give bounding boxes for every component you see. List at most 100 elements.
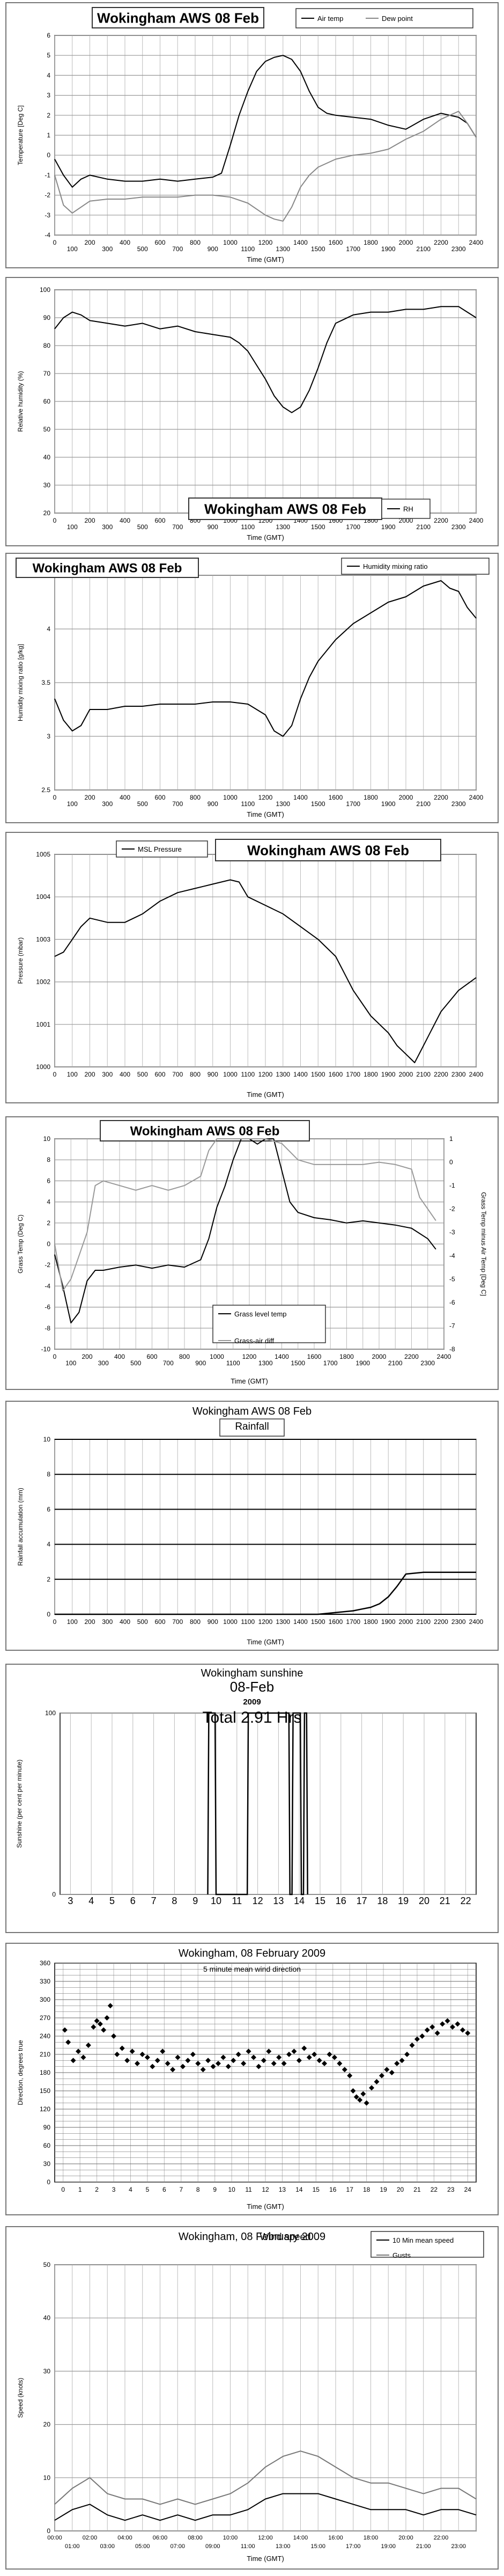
data-point — [419, 2033, 425, 2039]
chart-svg: 0100200300400500600700800900100011001200… — [16, 558, 490, 818]
x-tick-label: 2300 — [451, 1071, 466, 1078]
x-tick-label: 800 — [179, 1353, 190, 1360]
x-tick-label: 200 — [84, 517, 95, 524]
data-point — [170, 2067, 176, 2073]
data-point — [281, 2061, 287, 2066]
chart-title-box — [100, 1120, 310, 1141]
data-point — [97, 2021, 103, 2027]
data-point — [360, 2091, 366, 2097]
series-line — [54, 306, 477, 413]
data-point — [379, 2073, 384, 2079]
x-tick-label: 2200 — [434, 517, 448, 524]
x-tick-label: 24 — [464, 2186, 472, 2193]
x-tick-label: 19 — [380, 2186, 387, 2193]
x-tick-label: 3 — [112, 2186, 116, 2193]
y-tick-label: -10 — [41, 1345, 51, 1353]
x-tick-label: 2100 — [388, 1359, 403, 1367]
x-tick-label: 1500 — [311, 800, 325, 808]
x-tick-label: 0 — [53, 794, 57, 801]
x-tick-label: 2100 — [416, 1618, 431, 1626]
y-tick-label: 150 — [40, 2087, 50, 2095]
data-point — [301, 2045, 307, 2051]
data-point — [291, 2048, 297, 2054]
x-tick-label: 1400 — [275, 1353, 289, 1360]
x-tick-label: 1000 — [223, 239, 238, 246]
x-tick-label: 1200 — [258, 1618, 273, 1626]
x-tick-label: 01:00 — [65, 2543, 80, 2550]
chart-svg: 0100200300400500600700800900100011001200… — [17, 7, 484, 264]
y2-tick-label: 0 — [449, 1159, 453, 1166]
x-tick-label: 100 — [67, 245, 78, 253]
x-axis-title: Time (GMT) — [247, 1638, 284, 1646]
data-point — [414, 2036, 420, 2042]
x-tick-label: 16:00 — [328, 2535, 343, 2541]
y-axis-title: Direction, degrees true — [17, 2040, 24, 2105]
series-line — [54, 111, 477, 222]
legend-label: Gusts — [392, 2251, 411, 2259]
x-tick-label: 9 — [192, 1896, 198, 1906]
chart-svg: 0100200300400500600700800900100011001200… — [17, 1120, 487, 1385]
x-tick-label: 900 — [207, 1071, 218, 1078]
chart-panel-air-temp: 0 100 200 300 400 500 600 700 800 900 1000 1100 1200… — [5, 2, 499, 268]
x-tick-label: 8 — [196, 2186, 200, 2193]
data-point — [424, 2027, 430, 2033]
y-tick-label: 90 — [43, 314, 51, 321]
x-tick-label: 300 — [102, 523, 113, 531]
y-tick-label: 3.5 — [41, 679, 50, 686]
x-tick-label: 1500 — [311, 1618, 325, 1626]
x-tick-label: 11 — [232, 1896, 242, 1906]
x-tick-label: 0 — [53, 517, 57, 524]
y-tick-label: 30 — [43, 2367, 51, 2375]
y-tick-label: 70 — [43, 370, 51, 377]
y-tick-label: 210 — [40, 2051, 50, 2058]
x-tick-label: 1900 — [381, 245, 396, 253]
x-tick-label: 1100 — [241, 245, 255, 253]
x-tick-label: 2100 — [416, 1071, 431, 1078]
x-tick-label: 2400 — [469, 1071, 484, 1078]
y-tick-label: 2 — [47, 112, 50, 119]
data-point — [350, 2088, 356, 2094]
x-tick-label: 1100 — [226, 1359, 240, 1367]
data-point — [261, 2058, 266, 2063]
x-tick-label: 6 — [162, 2186, 166, 2193]
x-tick-label: 11:00 — [241, 2543, 255, 2550]
x-tick-label: 6 — [130, 1896, 136, 1906]
x-tick-label: 1900 — [381, 1618, 396, 1626]
x-tick-label: 1700 — [323, 1359, 338, 1367]
data-point — [144, 2054, 150, 2060]
subtitle-box — [219, 1418, 285, 1437]
x-tick-label: 21:00 — [416, 2543, 431, 2550]
x-tick-label: 500 — [137, 800, 148, 808]
y-tick-label: -1 — [45, 171, 50, 179]
chart-panel-wind-speed: 00:00 01:00 02:00 03:00 04:00 05:00 06:00 07:00… — [5, 2226, 499, 2570]
chart-panel-rh: 0 100 200 300 400 500 600 700 800 900 1000 1100 1200… — [5, 277, 499, 546]
x-tick-label: 700 — [172, 1618, 183, 1626]
x-tick-label: 600 — [154, 517, 165, 524]
chart-svg: 0100200300400500600700800900100011001200… — [17, 286, 484, 541]
chart-title-box — [92, 7, 264, 28]
data-point — [111, 2033, 117, 2039]
data-point — [70, 2058, 76, 2063]
legend-label: Humidity mixing ratio — [363, 562, 428, 570]
y-tick-label: 240 — [40, 2032, 50, 2040]
x-tick-label: 700 — [172, 523, 183, 531]
x-tick-label: 1700 — [346, 523, 360, 531]
data-point — [374, 2079, 380, 2084]
data-point — [94, 2018, 100, 2024]
y-axis-title: Humidity mixing ratio [g/kg] — [17, 644, 24, 721]
y2-tick-label: -5 — [449, 1275, 455, 1283]
data-point — [394, 2061, 400, 2066]
x-tick-label: 1800 — [364, 1618, 378, 1626]
x-tick-label: 1700 — [346, 245, 360, 253]
chart-panel-grass-temp: 0 100 200 300 400 500 600 700 800 900 1000 1100 1200… — [5, 1116, 499, 1390]
data-point — [185, 2058, 191, 2063]
y2-tick-label: -2 — [449, 1205, 455, 1213]
x-tick-label: 17:00 — [346, 2543, 361, 2550]
x-tick-label: 1300 — [276, 1618, 290, 1626]
x-tick-label: 1500 — [311, 1071, 325, 1078]
x-tick-label: 100 — [67, 523, 78, 531]
x-tick-label: 14 — [295, 2186, 303, 2193]
x-tick-label: 1500 — [311, 245, 325, 253]
y-tick-label: 0 — [47, 151, 50, 159]
y-tick-label: 6 — [47, 1505, 50, 1513]
